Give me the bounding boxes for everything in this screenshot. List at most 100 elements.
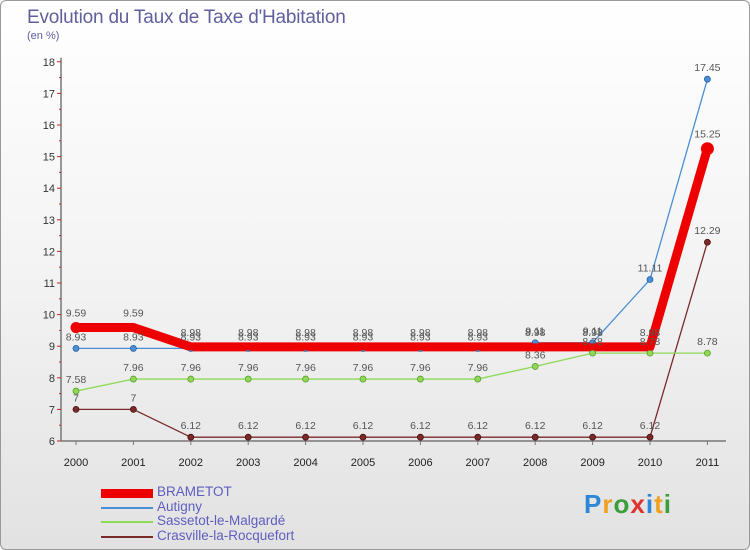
x-tick-label: 2003: [236, 457, 260, 469]
data-point: [589, 433, 596, 441]
y-tick-label: 10: [43, 310, 55, 322]
data-label: 8.98: [238, 327, 259, 339]
data-point: [244, 375, 252, 383]
data-label: 8.78: [640, 336, 661, 348]
data-point: [187, 433, 195, 441]
data-label: 8.93: [66, 331, 87, 343]
data-label: 6.12: [238, 420, 259, 432]
legend-swatch: [101, 535, 153, 538]
data-label: 8.78: [582, 336, 603, 348]
x-tick-label: 2008: [523, 457, 547, 469]
data-point: [72, 405, 80, 413]
y-tick-label: 18: [43, 57, 55, 69]
data-label: 6.12: [468, 420, 489, 432]
data-label: 15.25: [694, 129, 720, 141]
data-label: 9.11: [583, 326, 603, 338]
data-point: [646, 349, 654, 357]
data-point: [302, 375, 310, 383]
y-tick-label: 9: [49, 341, 55, 353]
data-label: 8.93: [123, 331, 144, 343]
data-label: 8.36: [525, 349, 546, 361]
series-line-Autigny: [75, 78, 709, 350]
data-point: [359, 375, 367, 383]
data-label: 8.93: [238, 331, 259, 343]
data-label: 8.98: [525, 327, 546, 339]
data-label: 7.96: [238, 362, 259, 374]
data-label: 6.12: [582, 420, 603, 432]
data-point: [72, 387, 80, 395]
x-tick-label: 2009: [580, 457, 604, 469]
data-point: [359, 343, 367, 351]
data-point: [244, 433, 252, 441]
data-label: 12.29: [694, 225, 720, 237]
data-label: 11.11: [638, 263, 663, 275]
data-point: [474, 433, 482, 441]
data-point: [646, 276, 654, 283]
y-tick-label: 8: [49, 373, 55, 385]
y-tick-label: 7: [49, 404, 55, 416]
data-label: 8.78: [697, 336, 718, 348]
data-point: [531, 363, 539, 370]
data-label: 6.12: [295, 420, 316, 432]
data-label: 8.98: [295, 327, 316, 339]
data-label: 9.59: [66, 308, 87, 320]
x-tick-label: 2006: [408, 457, 432, 469]
data-label: 8.98: [640, 327, 661, 339]
data-label: 8.98: [181, 327, 202, 339]
data-label: 7.96: [353, 362, 374, 374]
data-label: 7: [73, 392, 79, 404]
y-tick-label: 13: [43, 215, 55, 227]
legend-swatch: [101, 488, 153, 498]
data-label: 9.11: [525, 326, 545, 338]
data-label: 7.96: [295, 362, 316, 374]
x-tick-label: 2011: [696, 457, 720, 469]
data-point: [704, 75, 711, 83]
data-point: [244, 343, 252, 351]
data-label: 7: [130, 392, 136, 404]
chart-title: Evolution du Taux de Taxe d'Habitation: [27, 7, 346, 28]
data-label: 6.12: [353, 420, 374, 432]
legend-label: BRAMETOT: [157, 484, 232, 499]
data-point: [531, 433, 539, 441]
data-label: 6.12: [640, 420, 661, 432]
data-point: [416, 343, 424, 351]
data-label: 6.12: [525, 420, 546, 432]
data-label: 8.93: [181, 331, 202, 343]
legend-label: Sassetot-le-Malgardé: [157, 513, 286, 528]
data-label: 8.98: [582, 327, 603, 339]
data-label: 8.98: [353, 327, 374, 339]
x-tick-label: 2004: [293, 457, 317, 469]
x-tick-label: 2000: [64, 457, 88, 469]
y-tick-label: 6: [49, 436, 55, 448]
legend-label: Autigny: [157, 498, 203, 514]
y-tick-label: 12: [43, 246, 55, 258]
data-point: [416, 433, 424, 441]
legend-label: Crasville-la-Rocquefort: [157, 527, 295, 543]
data-point: [129, 375, 137, 383]
y-tick-label: 11: [44, 278, 55, 290]
data-point: [129, 324, 137, 332]
data-point: [531, 343, 539, 351]
proxiti-logo: Proxiti: [584, 489, 672, 519]
data-point: [72, 345, 80, 352]
data-point: [129, 405, 137, 413]
data-label: 7.58: [66, 374, 87, 386]
data-point: [474, 375, 482, 383]
data-label: 8.93: [353, 331, 374, 343]
data-point: [302, 343, 310, 351]
y-tick-label: 17: [43, 88, 55, 100]
data-point: [704, 349, 711, 357]
y-tick-label: 14: [43, 183, 55, 195]
x-tick-label: 2007: [466, 457, 490, 469]
chart-subtitle: (en %): [27, 30, 60, 42]
data-point: [416, 375, 424, 383]
data-point: [474, 343, 482, 351]
y-tick-label: 16: [43, 120, 55, 132]
data-point: [70, 322, 82, 334]
data-label: 8.98: [468, 327, 489, 339]
data-point: [704, 238, 711, 246]
data-label: 8.98: [410, 327, 431, 339]
data-label: 6.12: [181, 420, 202, 432]
y-tick-label: 15: [43, 152, 55, 164]
legend-swatch: [101, 506, 153, 509]
